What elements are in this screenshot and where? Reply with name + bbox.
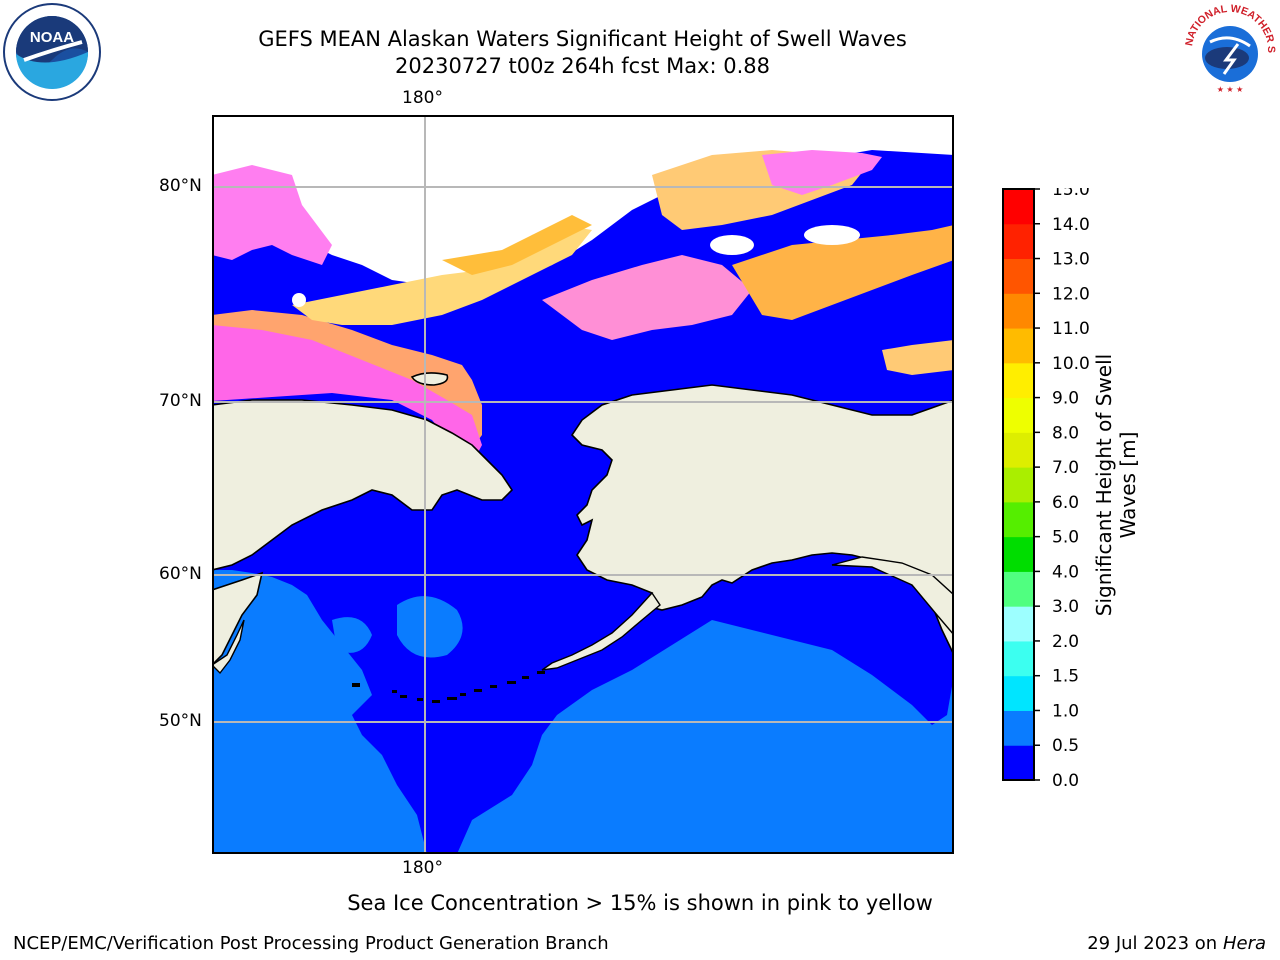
aleutian-islands: [352, 671, 545, 703]
colorbar-tick-label: 1.0: [1052, 701, 1079, 721]
colorbar-tick-label: 14.0: [1052, 215, 1090, 235]
colorbar-tick-label: 9.0: [1052, 389, 1079, 409]
colorbar-band: [1003, 640, 1034, 677]
footer-credit: NCEP/EMC/Verification Post Processing Pr…: [13, 933, 609, 954]
lat-label-70: 70°N: [159, 391, 202, 411]
colorbar-band: [1003, 223, 1034, 260]
no-data-region: [804, 225, 860, 245]
sea-ice-region: [442, 215, 592, 275]
colorbar-frame: [1002, 188, 1035, 781]
map-plot: [212, 115, 954, 854]
colorbar-tick-label: 15.0: [1052, 188, 1090, 200]
colorbar-label: Significant Height of Swell Waves [m]: [1092, 353, 1140, 617]
swell-mid-blob: [332, 617, 372, 653]
colorbar-tick-label: 13.0: [1052, 250, 1090, 270]
colorbar-tick-label: 3.0: [1052, 597, 1079, 617]
lon-top-label: 180°: [402, 88, 443, 108]
noaa-logo: NOAA: [3, 3, 101, 101]
sea-ice-note: Sea Ice Concentration > 15% is shown in …: [347, 891, 933, 915]
colorbar-band: [1003, 293, 1034, 329]
swell-low-region: [212, 250, 282, 310]
sea-ice-region: [762, 150, 882, 195]
lon-bottom-label: 180°: [402, 858, 443, 878]
land-russia: [212, 399, 514, 571]
land-alaska-peninsula: [541, 591, 661, 671]
colorbar-band: [1003, 675, 1034, 711]
sea-ice-region: [212, 165, 332, 265]
colorbar-band: [1003, 328, 1034, 364]
colorbar: 0.0 0.5 1.0 1.5 2.0 3.0 4.0 5.0 6.0 7.0 8.0 9.0 10.0…: [1002, 188, 1090, 788]
sea-ice-region: [542, 255, 752, 340]
colorbar-tick-label: 10.0: [1052, 354, 1090, 374]
colorbar-band: [1003, 432, 1034, 468]
colorbar-tick-label: 2.0: [1052, 632, 1079, 652]
land-wrangel: [410, 372, 449, 386]
colorbar-tick-label: 4.0: [1052, 562, 1079, 582]
colorbar-band: [1003, 189, 1034, 225]
chart-title: GEFS MEAN Alaskan Waters Significant Hei…: [258, 27, 907, 51]
chart-subtitle: 20230727 t00z 264h fcst Max: 0.88: [395, 54, 770, 78]
lat-label-50: 50°N: [159, 711, 202, 731]
colorbar-tick-label: 6.0: [1052, 493, 1079, 513]
colorbar-band: [1003, 258, 1034, 294]
swell-low-region: [592, 205, 772, 285]
graticule: [212, 115, 954, 854]
map-frame: [212, 115, 954, 854]
colorbar-tick-label: 11.0: [1052, 319, 1090, 339]
colorbar-tick-label: 8.0: [1052, 423, 1079, 443]
colorbar-band: [1003, 606, 1034, 642]
swell-mid-blob: [397, 596, 463, 658]
colorbar-band: [1003, 467, 1034, 503]
colorbar-tick-label: 0.0: [1052, 771, 1079, 788]
colorbar-tick-label: 1.5: [1052, 667, 1079, 687]
colorbar-band: [1003, 362, 1034, 399]
land-kamchatka-tip: [212, 619, 245, 675]
colorbar-band: [1003, 571, 1034, 607]
svg-text:★ ★ ★: ★ ★ ★: [1217, 85, 1244, 94]
colorbar-tick-label: 5.0: [1052, 528, 1079, 548]
footer-date-text: 29 Jul 2023 on: [1087, 933, 1223, 954]
land-alaska: [570, 384, 954, 656]
svg-text:NOAA: NOAA: [30, 29, 74, 46]
lat-label-60: 60°N: [159, 564, 202, 584]
no-data-region: [710, 235, 754, 255]
colorbar-tick-label: 12.0: [1052, 284, 1090, 304]
no-data-region: [292, 293, 306, 307]
colorbar-band: [1003, 710, 1034, 746]
nws-logo: NATIONAL WEATHER SERVICE ★ ★ ★: [1180, 2, 1277, 98]
colorbar-tick-label: 0.5: [1052, 736, 1079, 756]
sea-ice-region: [732, 225, 954, 320]
land-kamchatka: [212, 571, 264, 667]
colorbar-band: [1003, 397, 1034, 433]
colorbar-band: [1003, 536, 1034, 572]
sea-ice-region: [212, 325, 482, 460]
lat-label-80: 80°N: [159, 176, 202, 196]
footer-date: 29 Jul 2023 on Hera: [1087, 933, 1266, 954]
sea-ice-region: [882, 340, 954, 375]
footer-host: Hera: [1222, 933, 1266, 954]
colorbar-band: [1003, 745, 1034, 781]
colorbar-band: [1003, 501, 1034, 538]
colorbar-tick-label: 7.0: [1052, 458, 1079, 478]
